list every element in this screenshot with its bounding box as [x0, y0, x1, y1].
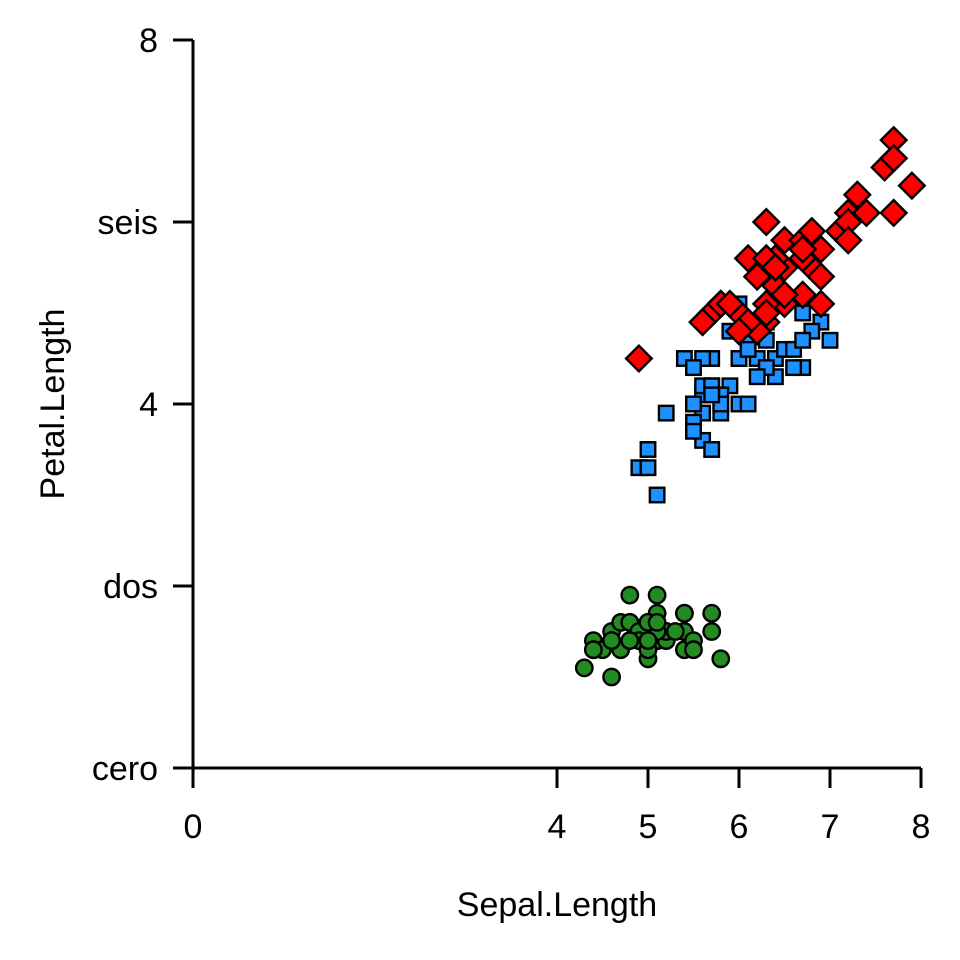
x-tick-label: 5: [639, 808, 658, 846]
point-green-circles: [620, 585, 640, 605]
point-green-circles: [665, 622, 685, 641]
point-green-circles: [602, 667, 621, 687]
point-red-diamonds: [751, 207, 781, 237]
point-green-circles: [684, 640, 703, 660]
point-blue-squares: [739, 340, 757, 358]
x-tick-label: 6: [730, 808, 749, 846]
point-red-diamonds: [879, 143, 909, 173]
point-blue-squares: [785, 359, 803, 377]
point-red-diamonds: [842, 180, 872, 210]
y-axis-title: Petal.Length: [34, 309, 72, 500]
point-blue-squares: [657, 404, 675, 422]
point-green-circles: [702, 622, 722, 641]
point-red-diamonds: [897, 171, 927, 201]
point-blue-squares: [685, 395, 702, 413]
point-green-circles: [574, 658, 594, 678]
point-green-circles: [675, 603, 694, 623]
point-blue-squares: [639, 459, 657, 477]
point-red-diamonds: [788, 234, 818, 264]
y-tick-label: 8: [139, 22, 158, 60]
point-red-diamonds: [688, 307, 718, 337]
point-blue-squares: [685, 422, 702, 440]
axis-tick-labels: cero dos 4 seis 8 0 4 5 6 7 8: [92, 22, 931, 846]
point-blue-squares: [685, 359, 702, 377]
point-green-circles: [702, 603, 722, 623]
point-green-circles: [584, 640, 603, 660]
point-red-diamonds: [851, 198, 881, 228]
x-tick-label: 0: [184, 808, 203, 846]
y-tick-label: cero: [92, 750, 158, 788]
point-green-circles: [647, 585, 667, 605]
point-red-diamonds: [833, 225, 863, 255]
point-green-circles: [711, 649, 731, 669]
axes: [191, 40, 921, 770]
point-green-circles: [638, 631, 658, 650]
point-red-diamonds: [751, 298, 781, 328]
point-blue-squares: [703, 441, 721, 458]
point-red-diamonds: [760, 253, 790, 282]
axis-ticks: [173, 38, 923, 788]
point-red-diamonds: [806, 262, 836, 292]
point-blue-squares: [748, 368, 766, 386]
point-blue-squares: [739, 395, 757, 413]
point-blue-squares: [639, 441, 657, 458]
x-tick-label: 7: [821, 808, 840, 846]
point-blue-squares: [703, 386, 721, 404]
y-tick-label: 4: [139, 386, 158, 424]
x-tick-label: 4: [548, 808, 567, 846]
y-tick-label: dos: [103, 568, 158, 606]
point-blue-squares: [821, 331, 839, 349]
point-red-diamonds: [742, 262, 772, 292]
point-red-diamonds: [624, 344, 654, 373]
point-red-diamonds: [715, 289, 745, 319]
series-green-circles: [574, 585, 731, 687]
series-red-diamonds: [624, 125, 927, 373]
point-red-diamonds: [770, 280, 799, 310]
x-axis-title: Sepal.Length: [457, 886, 657, 924]
point-red-diamonds: [797, 216, 827, 246]
point-green-circles: [647, 613, 667, 632]
point-red-diamonds: [724, 316, 754, 346]
y-tick-label: seis: [98, 204, 158, 242]
point-red-diamonds: [806, 289, 836, 319]
point-green-circles: [602, 631, 621, 650]
data-points: [574, 125, 927, 687]
point-blue-squares: [648, 486, 666, 504]
point-red-diamonds: [879, 198, 909, 228]
x-tick-label: 8: [912, 808, 931, 846]
point-blue-squares: [794, 331, 812, 349]
point-green-circles: [620, 631, 640, 650]
